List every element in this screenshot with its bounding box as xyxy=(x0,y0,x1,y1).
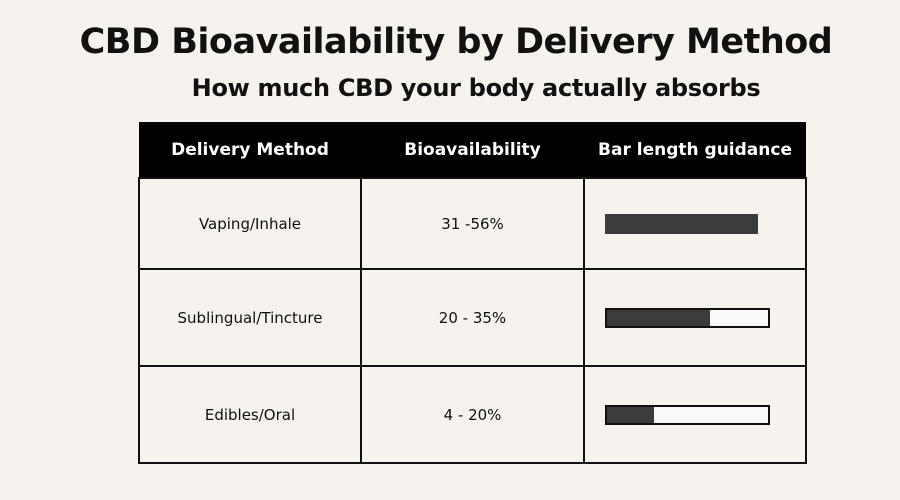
header-row: Delivery Method Bioavailability Bar leng… xyxy=(139,122,806,178)
bar-fill xyxy=(607,309,711,326)
bar-track xyxy=(605,404,770,425)
bar-cell xyxy=(583,268,807,367)
bar-cell xyxy=(583,365,807,464)
bar-fill xyxy=(607,406,654,423)
bar-track xyxy=(605,213,759,234)
page-subtitle: How much CBD your body actually absorbs xyxy=(191,74,761,102)
bar-cell xyxy=(583,177,807,270)
bioavailability-cell: 4 - 20% xyxy=(360,365,585,464)
column-header: Delivery Method xyxy=(139,122,361,178)
bioavailability-cell: 20 - 35% xyxy=(360,268,585,367)
bioavailability-table: Delivery Method Bioavailability Bar leng… xyxy=(138,122,807,464)
method-cell: Edibles/Oral xyxy=(138,365,362,464)
bar-fill xyxy=(605,213,759,234)
bioavailability-cell: 31 -56% xyxy=(360,177,585,270)
table-row: Sublingual/Tincture 20 - 35% xyxy=(138,268,807,367)
column-header: Bar length guidance xyxy=(584,122,806,178)
column-header: Bioavailability xyxy=(361,122,584,178)
table-row: Edibles/Oral 4 - 20% xyxy=(138,365,807,464)
method-cell: Sublingual/Tincture xyxy=(138,268,362,367)
page-title: CBD Bioavailability by Delivery Method xyxy=(79,22,833,62)
bar-track xyxy=(605,307,770,328)
method-cell: Vaping/Inhale xyxy=(138,177,362,270)
table-row: Vaping/Inhale 31 -56% xyxy=(138,177,807,270)
